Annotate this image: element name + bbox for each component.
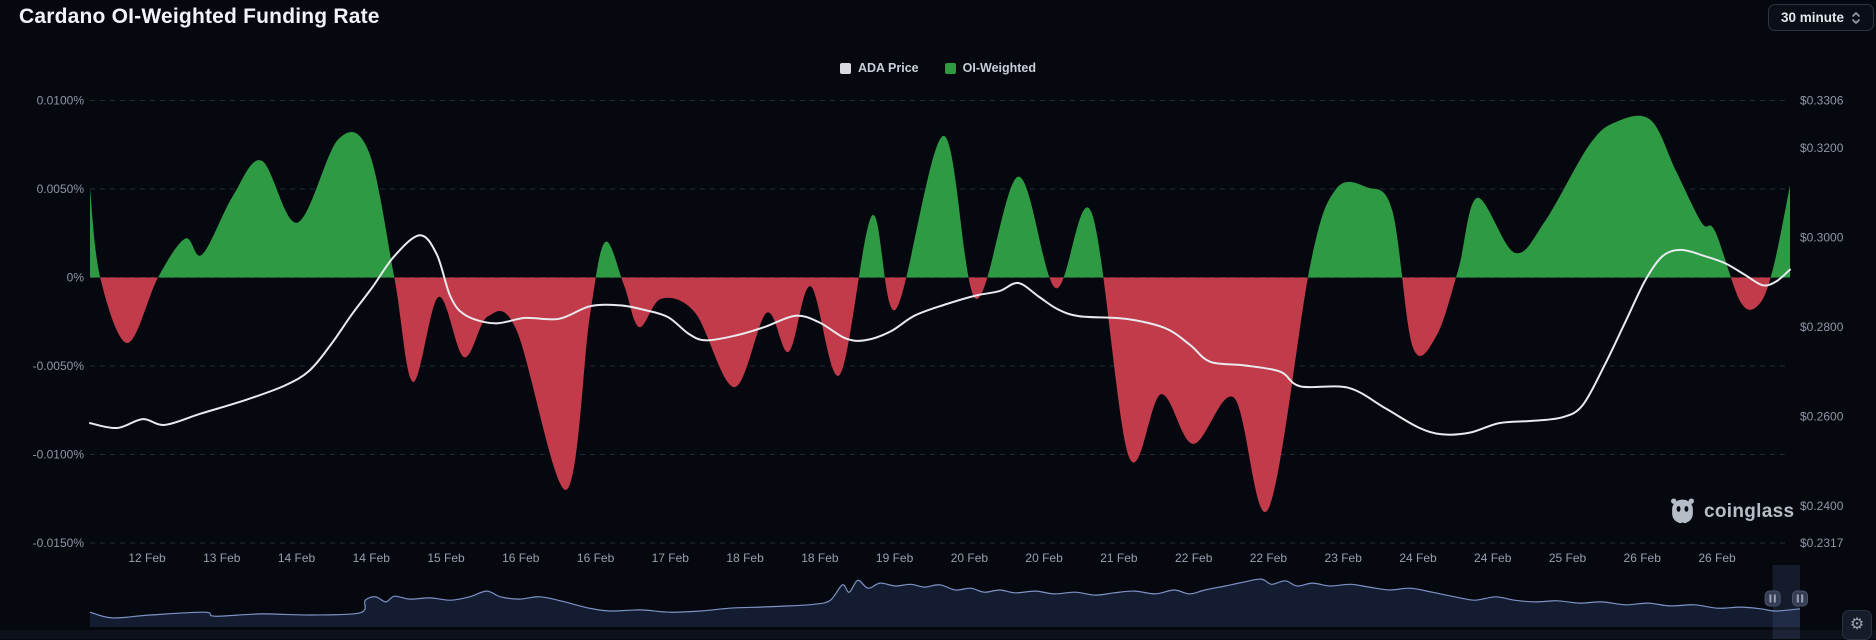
right-axis-tick: $0.2600 bbox=[1800, 409, 1844, 423]
x-axis-tick: 18 Feb bbox=[801, 551, 839, 565]
x-axis-tick: 14 Feb bbox=[353, 551, 391, 565]
navigator-scroll-track[interactable] bbox=[0, 630, 1876, 639]
right-axis-tick: $0.3200 bbox=[1800, 141, 1844, 155]
x-axis-tick: 16 Feb bbox=[577, 551, 615, 565]
ada-price-line bbox=[89, 234, 1791, 436]
x-axis-tick: 25 Feb bbox=[1549, 551, 1587, 565]
right-axis-tick: $0.3306 bbox=[1800, 94, 1844, 108]
navigator[interactable] bbox=[0, 565, 1876, 639]
navigator-handle-right[interactable] bbox=[1792, 590, 1808, 607]
right-axis-tick: $0.2400 bbox=[1800, 499, 1844, 513]
x-axis-tick: 20 Feb bbox=[1025, 551, 1063, 565]
chart-legend: ADA Price OI-Weighted bbox=[0, 60, 1876, 76]
x-axis-tick: 13 Feb bbox=[203, 551, 241, 565]
right-axis-tick: $0.2800 bbox=[1800, 320, 1844, 334]
x-axis-labels: 12 Feb 13 Feb 14 Feb 14 Feb 15 Feb 16 Feb 16 F… bbox=[128, 551, 1736, 565]
ada-price-swatch bbox=[839, 62, 851, 74]
interval-value: 30 minute bbox=[1780, 10, 1845, 25]
left-axis-tick: -0.0100% bbox=[33, 448, 85, 462]
navigator-handle-left[interactable] bbox=[1764, 590, 1781, 607]
x-axis-tick: 17 Feb bbox=[652, 551, 690, 565]
x-axis-tick: 16 Feb bbox=[502, 551, 540, 565]
stepper-chevrons-icon bbox=[1852, 11, 1860, 24]
legend-item-ada-price[interactable]: ADA Price bbox=[839, 61, 919, 75]
legend-item-oi-weighted[interactable]: OI-Weighted bbox=[944, 61, 1037, 75]
x-axis-tick: 15 Feb bbox=[427, 551, 465, 565]
x-axis-tick: 22 Feb bbox=[1175, 551, 1213, 565]
left-axis-tick: 0% bbox=[67, 271, 85, 285]
x-axis-tick: 24 Feb bbox=[1399, 551, 1437, 565]
x-axis-tick: 23 Feb bbox=[1325, 551, 1363, 565]
right-axis-tick: $0.3000 bbox=[1800, 230, 1844, 244]
oi-weighted-label: OI-Weighted bbox=[962, 61, 1037, 75]
page-title: Cardano OI-Weighted Funding Rate bbox=[19, 5, 380, 28]
x-axis-tick: 18 Feb bbox=[726, 551, 764, 565]
gear-icon: ⚙ bbox=[1849, 616, 1865, 633]
x-axis-tick: 14 Feb bbox=[278, 551, 316, 565]
x-axis-tick: 19 Feb bbox=[876, 551, 914, 565]
left-axis-tick: -0.0150% bbox=[33, 536, 85, 550]
oi-weighted-swatch bbox=[944, 62, 956, 74]
left-axis-tick: 0.0100% bbox=[37, 94, 85, 108]
x-axis-tick: 24 Feb bbox=[1474, 551, 1512, 565]
left-axis-tick: 0.0050% bbox=[37, 182, 85, 196]
oi-weighted-area bbox=[90, 115, 1790, 513]
ada-price-label: ADA Price bbox=[857, 61, 919, 75]
left-axis-tick: -0.0050% bbox=[33, 359, 85, 373]
x-axis-tick: 26 Feb bbox=[1624, 551, 1662, 565]
x-axis-tick: 12 Feb bbox=[128, 551, 166, 565]
settings-gear-button[interactable]: ⚙ bbox=[1842, 610, 1872, 640]
right-axis-tick: $0.2317 bbox=[1800, 536, 1844, 550]
x-axis-tick: 20 Feb bbox=[951, 551, 989, 565]
x-axis-tick: 22 Feb bbox=[1250, 551, 1288, 565]
right-axis-labels: $0.3306 $0.3200 $0.3000 $0.2800 $0.2600 $0.24… bbox=[1800, 94, 1844, 551]
left-axis-labels: 0.0100% 0.0050% 0% -0.0050% -0.0100% -0.0150% bbox=[33, 94, 85, 551]
interval-dropdown[interactable]: 30 minute bbox=[1768, 4, 1874, 31]
x-axis-tick: 21 Feb bbox=[1100, 551, 1138, 565]
x-axis-tick: 26 Feb bbox=[1698, 551, 1736, 565]
